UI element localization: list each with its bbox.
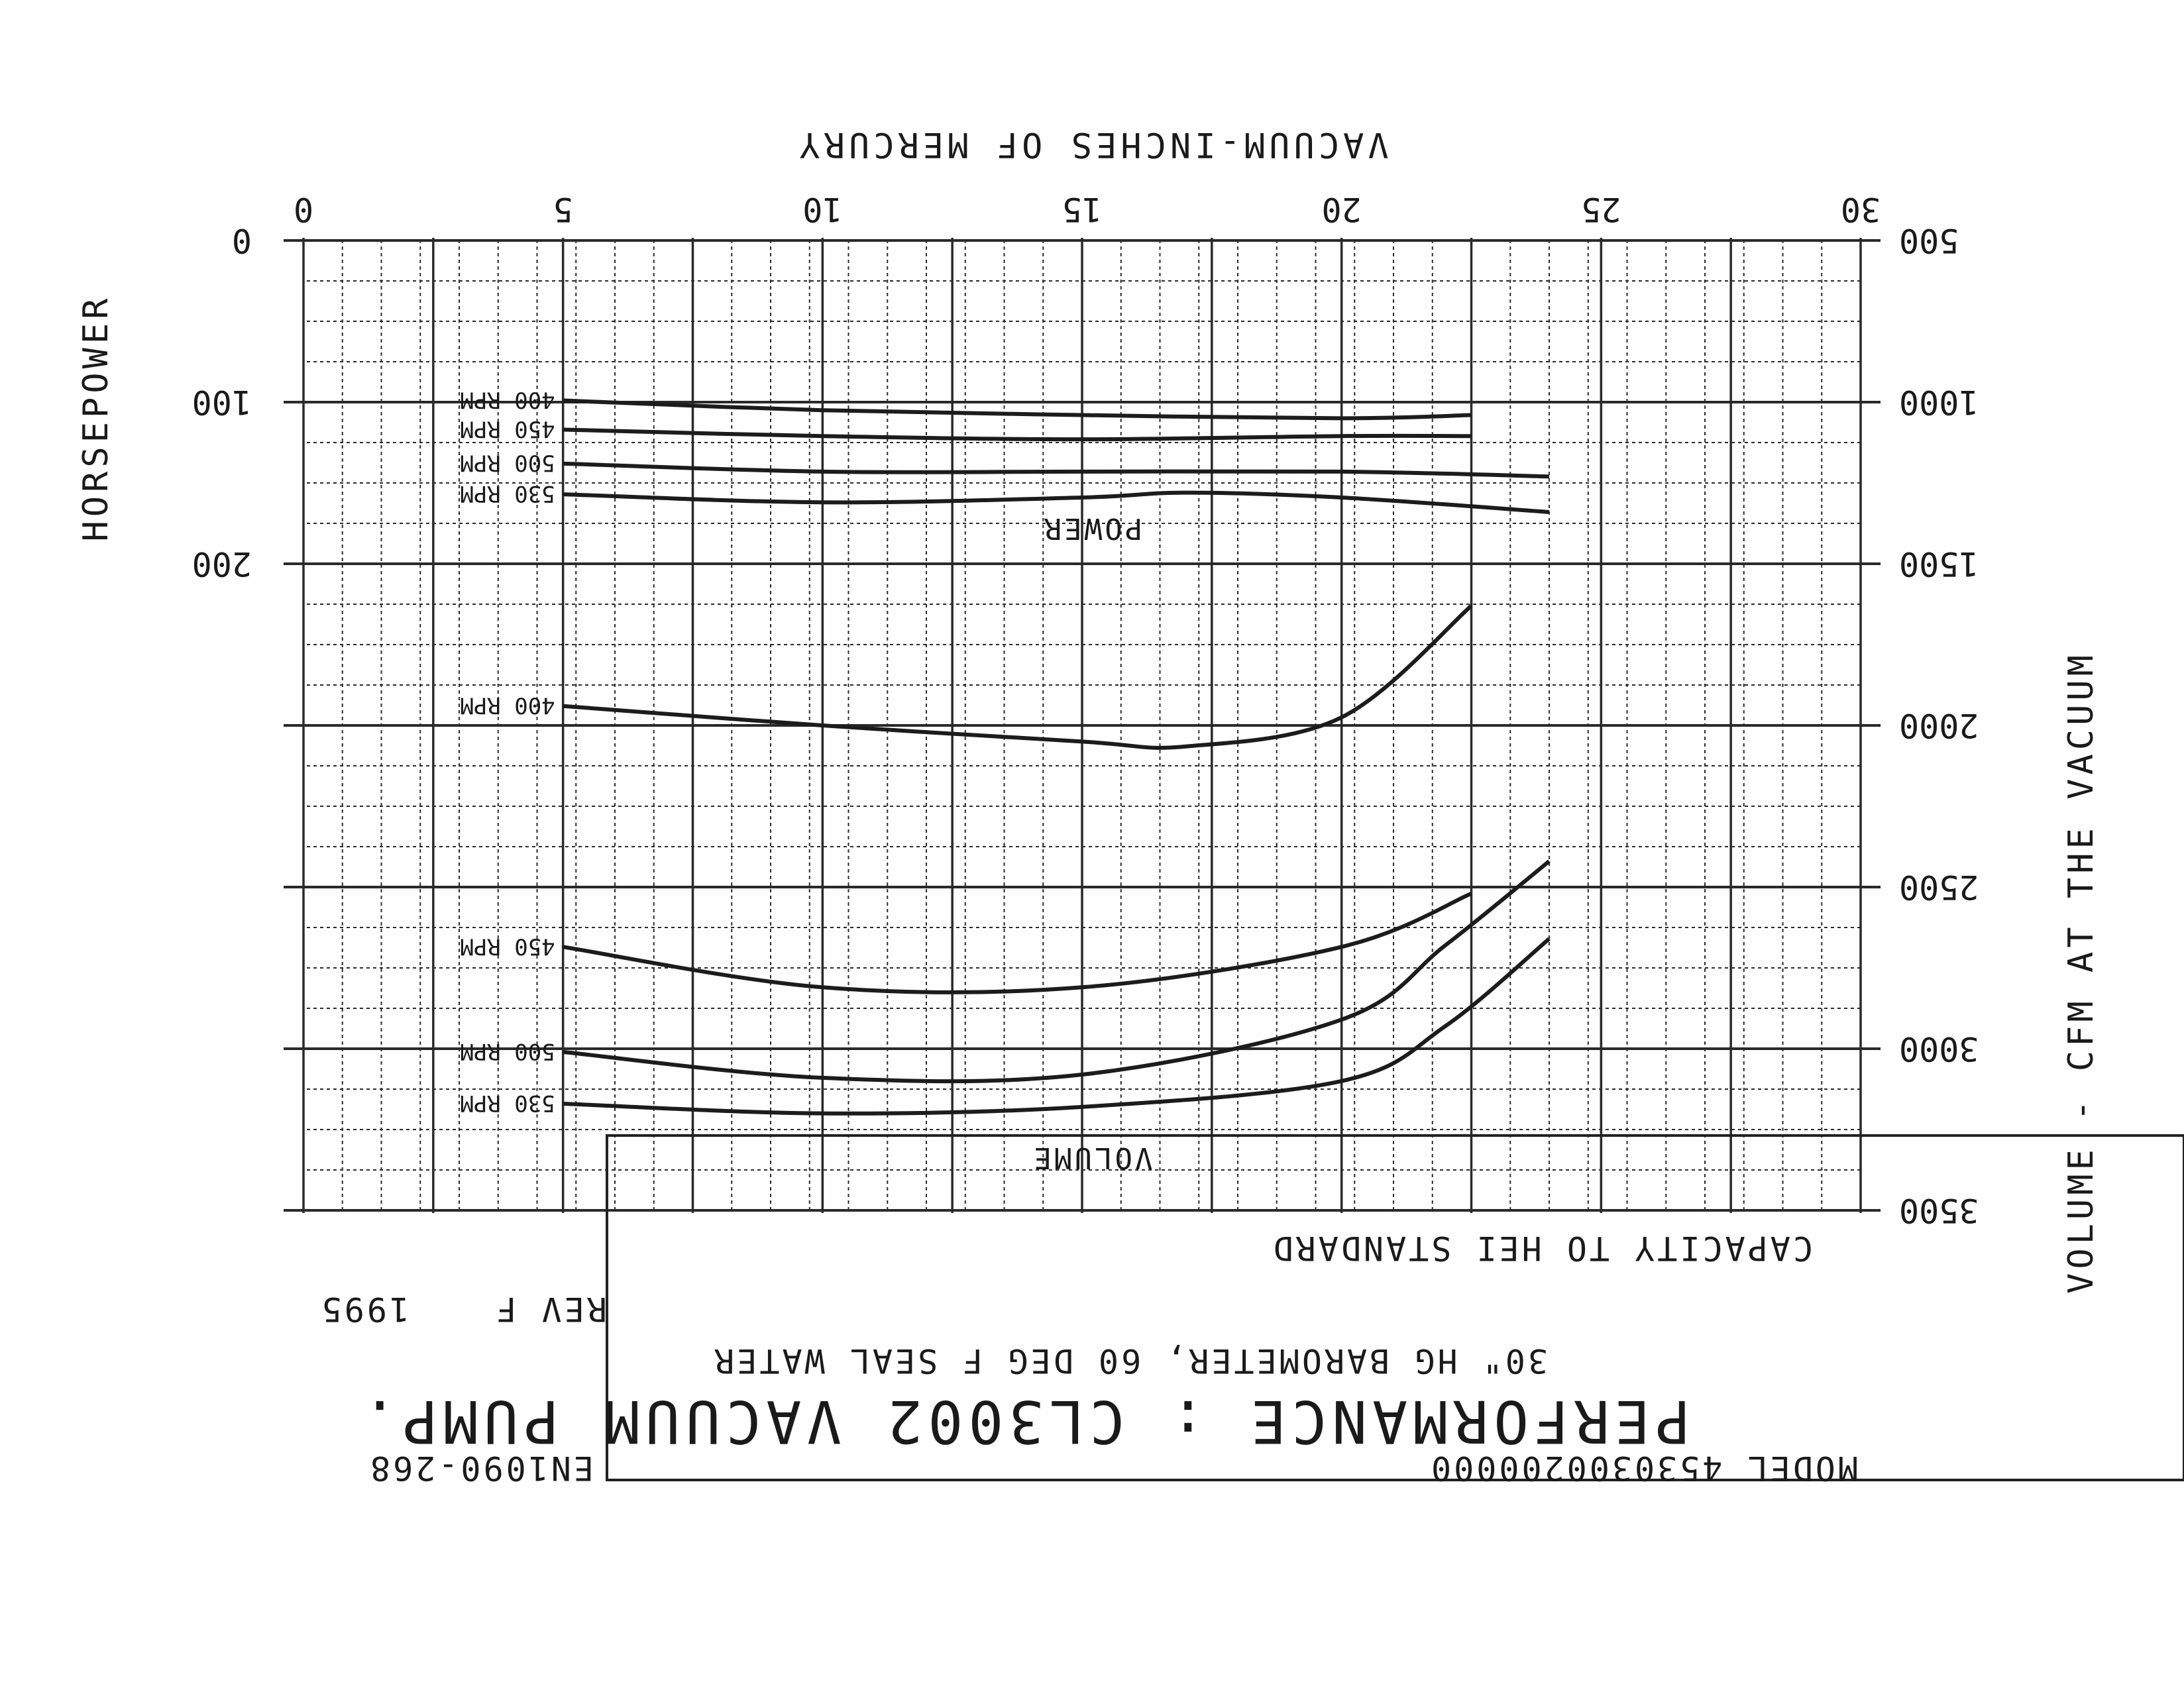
hp-tick-label: 0 [232, 221, 252, 260]
x-axis: 30 25 20 15 10 5 0 VACUUM-INCHES OF MERC… [294, 125, 1881, 229]
hp-tick-label: 200 [192, 545, 252, 583]
volume-curve-500-rpm [563, 859, 1551, 1084]
volume-axis-title: VOLUME - CFM AT THE VACUUM [2061, 651, 2101, 1294]
volume-panel-label: VOLUME [1032, 1141, 1153, 1175]
horsepower-axis-title: HORSEPOWER [76, 294, 116, 541]
model-label: MODEL 4530300200000 [1429, 1449, 1858, 1487]
volume-tick-label: 2000 [1899, 706, 1979, 745]
power-curve-label: 400 RPM [460, 387, 555, 413]
volume-curve-530-rpm [563, 937, 1551, 1116]
x-tick-label: 15 [1062, 190, 1102, 229]
x-tick-label: 30 [1841, 190, 1881, 229]
conditions-label: 30" HG BAROMETER, 60 DEG F SEAL WATER [712, 1342, 1548, 1380]
chart-title: PERFORMANCE : CL3002 VACUUM PUMP. [357, 1387, 1690, 1455]
power-curve-400-rpm [563, 398, 1472, 421]
volume-curve-label: 530 RPM [460, 1090, 555, 1116]
doc-number-label: EN1090-268 [368, 1449, 594, 1487]
x-tick-label: 10 [802, 190, 842, 229]
power-curve-530-rpm [563, 490, 1550, 514]
volume-tick-label: 3500 [1899, 1191, 1979, 1230]
volume-axis: 500 1000 1500 2000 2500 3000 3500 VOLUME… [1899, 221, 2101, 1294]
capacity-note: CAPACITY TO HEI STANDARD [1271, 1229, 1813, 1267]
rev-label: REV F [494, 1290, 607, 1328]
power-curve-450-rpm [563, 427, 1472, 442]
x-tick-label: 0 [294, 190, 313, 229]
volume-curve-label: 450 RPM [460, 933, 555, 959]
horsepower-axis: 0 100 200 HORSEPOWER [76, 221, 252, 583]
x-axis-title: VACUUM-INCHES OF MERCURY [795, 125, 1388, 164]
x-tick-label: 5 [553, 190, 573, 229]
volume-curve-450-rpm [563, 891, 1472, 994]
power-panel-label: POWER [1042, 511, 1142, 545]
volume-tick-label: 2500 [1899, 868, 1979, 906]
volume-curve-400-rpm [563, 604, 1473, 750]
volume-tick-label: 500 [1899, 221, 1959, 260]
volume-curve-label: 400 RPM [460, 692, 555, 719]
title-block-frame [606, 1134, 2184, 1481]
x-tick-label: 25 [1581, 190, 1621, 229]
year-label: 1995 [319, 1290, 410, 1328]
volume-tick-label: 1000 [1899, 383, 1979, 421]
power-curve-label: 530 RPM [460, 480, 555, 507]
volume-tick-label: 1500 [1899, 545, 1979, 583]
x-tick-label: 20 [1322, 190, 1362, 229]
volume-curve-label: 500 RPM [460, 1038, 555, 1065]
title-block: CAPACITY TO HEI STANDARD REV F 1995 30" … [319, 1134, 2184, 1487]
power-curve-label: 450 RPM [460, 415, 555, 442]
power-curve-label: 500 RPM [460, 450, 555, 476]
hp-tick-label: 100 [192, 383, 252, 421]
power-curve-500-rpm [563, 461, 1550, 479]
chart-grid [284, 238, 1881, 1213]
volume-tick-label: 3000 [1899, 1030, 1979, 1068]
